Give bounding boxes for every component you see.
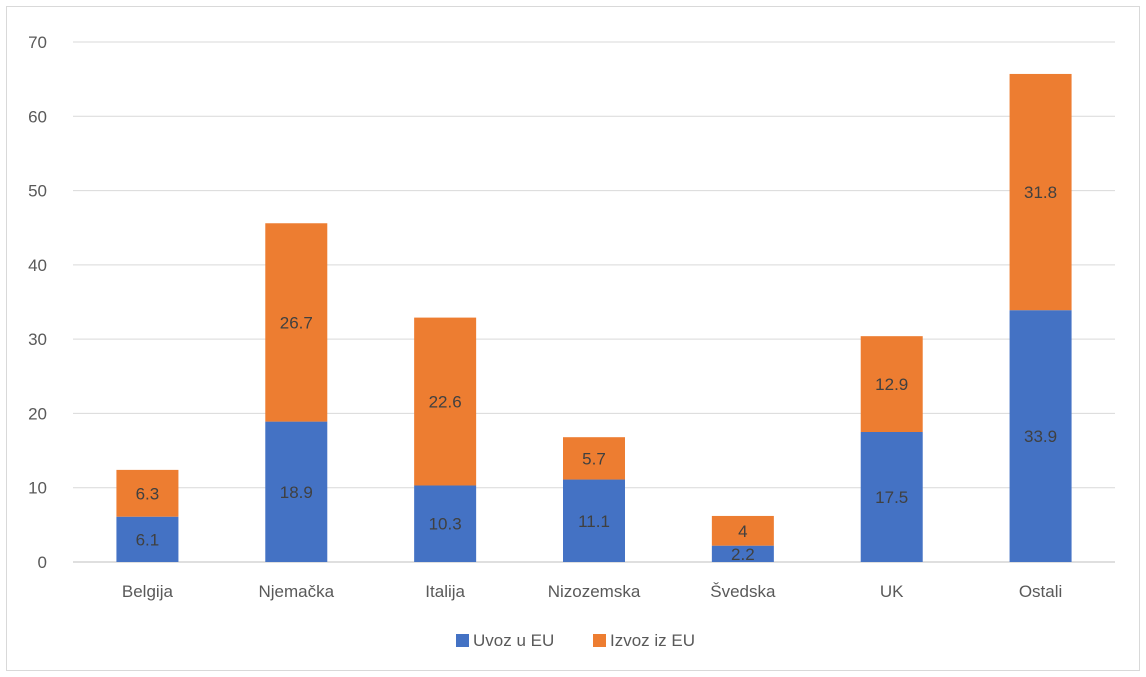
bar-segment (1009, 310, 1072, 562)
bar-segment (860, 336, 923, 432)
data-label: 6.1 (136, 530, 160, 549)
legend-label: Izvoz iz EU (610, 631, 695, 650)
bar-segment (563, 437, 625, 480)
y-tick-label: 60 (28, 107, 47, 126)
data-label: 5.7 (582, 449, 606, 468)
data-label: 10.3 (429, 515, 462, 534)
bar-segment (860, 432, 923, 562)
data-label: 11.1 (578, 512, 610, 531)
data-label: 6.3 (136, 484, 160, 503)
y-tick-label: 40 (28, 256, 47, 275)
data-label: 18.9 (280, 483, 313, 502)
y-tick-label: 70 (28, 33, 47, 52)
bars (116, 73, 1072, 562)
legend: Uvoz u EU Izvoz iz EU (456, 631, 695, 650)
legend-swatch (593, 634, 606, 647)
category-label: Italija (425, 582, 465, 601)
y-tick-label: 0 (38, 553, 47, 572)
bar-segment (711, 545, 774, 562)
data-label: 17.5 (875, 488, 908, 507)
category-label: UK (880, 582, 904, 601)
y-tick-label: 20 (28, 404, 47, 423)
bar-segment (116, 469, 179, 517)
bar-segment (116, 516, 179, 562)
x-axis-categories: Belgija Njemačka Italija Nizozemska Švedska U… (122, 582, 1062, 601)
data-label: 12.9 (875, 375, 908, 394)
y-tick-label: 30 (28, 330, 47, 349)
data-label: 22.6 (429, 393, 462, 412)
bar-segment (1009, 73, 1072, 311)
data-label: 33.9 (1024, 427, 1057, 446)
data-label: 26.7 (280, 313, 313, 332)
category-label: Belgija (122, 582, 174, 601)
category-label: Nizozemska (548, 582, 641, 601)
y-tick-label: 10 (28, 479, 47, 498)
category-label: Ostali (1019, 582, 1062, 601)
bar-segment (711, 515, 774, 546)
category-label: Njemačka (258, 582, 334, 601)
data-label: 2.2 (731, 545, 755, 564)
legend-label: Uvoz u EU (473, 631, 554, 650)
y-axis-ticks: 0 10 20 30 40 50 60 70 (28, 33, 47, 572)
data-label: 31.8 (1024, 183, 1057, 202)
bar-segment (414, 485, 477, 562)
data-labels: 6.1 6.3 18.9 26.7 10.3 22.6 11.1 5.7 2.2 4 17.5 12.… (136, 183, 1058, 564)
category-label: Švedska (710, 582, 776, 601)
legend-swatch (456, 634, 469, 647)
bar-segment (265, 223, 328, 422)
bar-segment (414, 317, 477, 486)
bar-segment (265, 421, 328, 562)
y-tick-label: 50 (28, 182, 47, 201)
grid-lines (73, 41, 1115, 563)
data-label: 4 (738, 522, 747, 541)
bar-segment (563, 479, 625, 562)
